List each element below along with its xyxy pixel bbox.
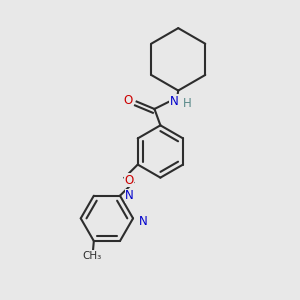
Text: O: O — [124, 174, 134, 187]
Text: H: H — [183, 97, 192, 110]
Text: N: N — [169, 95, 178, 108]
Text: O: O — [123, 94, 133, 107]
Text: N: N — [138, 215, 147, 228]
Text: CH₃: CH₃ — [83, 251, 102, 261]
Text: N: N — [125, 189, 134, 202]
